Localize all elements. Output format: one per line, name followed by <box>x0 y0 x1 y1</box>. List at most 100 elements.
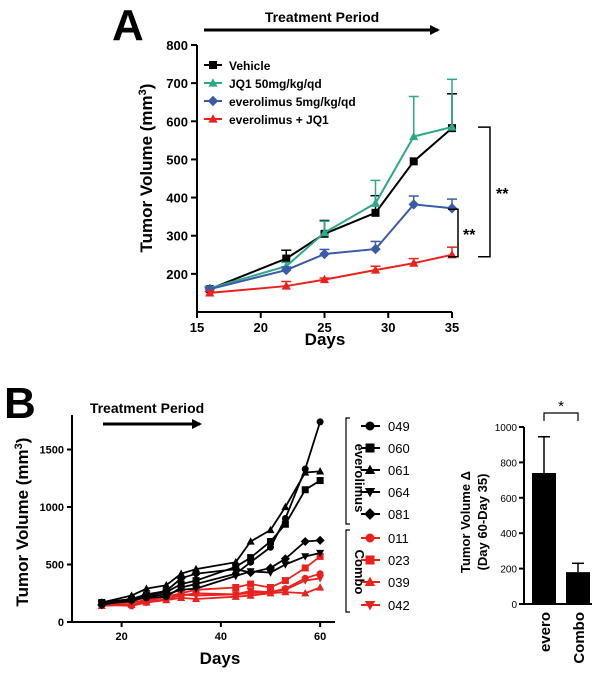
panel-b-y-tick-label: 1000 <box>40 502 64 514</box>
panel-a-x-tick-label: 20 <box>254 320 268 335</box>
panel-b-point <box>142 584 151 592</box>
bar-chart-axes: 0 200 400 600 800 1000 <box>495 423 592 611</box>
bar-evero <box>532 473 556 604</box>
panel-b-point <box>246 587 255 596</box>
panel-a-y-tick-label: 800 <box>166 38 188 53</box>
panel-a-series-line <box>209 127 453 291</box>
panel-a-treatment-arrow: Treatment Period <box>204 9 440 35</box>
bar-combo <box>566 572 590 604</box>
panel-b-bar-chart: 0 200 400 600 800 1000 evero Combo * Tumor Vol… <box>458 398 592 664</box>
panel-b-point <box>265 563 276 573</box>
panel-b-legend-marker <box>365 443 375 453</box>
panel-a-x-tick-label: 25 <box>317 320 331 335</box>
panel-a-point <box>281 281 291 290</box>
panel-b-legend-label: 039 <box>388 575 410 590</box>
panel-b-y-axis-label-sup: 3 <box>13 443 25 449</box>
panel-b-legend-label: 049 <box>388 419 410 434</box>
panel-a-point <box>370 265 381 274</box>
panel-b-point <box>177 569 186 577</box>
panel-a-point <box>319 274 330 284</box>
panel-b-point <box>281 520 289 528</box>
panel-b-point <box>126 594 137 604</box>
bar-chart-y-label-delta: Δ <box>458 471 473 480</box>
panel-b-point <box>280 554 290 564</box>
panel-a-legend-label: everolimus + JQ1 <box>229 113 329 127</box>
panel-b-point <box>266 569 275 577</box>
panel-a-y-tick-label: 400 <box>166 191 188 206</box>
panel-b-point <box>177 580 185 588</box>
panel-b-point <box>246 568 256 578</box>
panel-b-point <box>266 538 274 545</box>
panel-b-x-tick-label: 60 <box>314 631 326 643</box>
panel-b-legend-marker <box>365 555 375 565</box>
bar-chart-y-label-text: Tumor Volume <box>458 480 473 573</box>
panel-b-point <box>281 561 290 569</box>
panel-a-legend-marker <box>207 95 219 107</box>
panel-a-series-line <box>209 253 453 294</box>
panel-b-point <box>301 553 310 561</box>
panel-a-x-tick-label: 30 <box>381 320 395 335</box>
panel-b-y-axis-label: Tumor Volume (mm3) <box>13 438 32 607</box>
panel-b-point <box>315 535 325 545</box>
panel-b-point <box>316 418 324 426</box>
bar-chart-y-tick-label: 1000 <box>495 423 518 434</box>
panel-a-legend: Vehicle JQ1 50mg/kg/qd everolimus 5mg/kg/q… <box>204 59 356 127</box>
panel-a-y-axis-label-main: Tumor Volume (mm <box>137 95 156 252</box>
panel-a-chart: Treatment Period 200 300 400 500 600 700 800 15… <box>137 9 509 349</box>
panel-b-point <box>266 584 274 591</box>
panel-a-point <box>319 248 330 260</box>
panel-b-legend-marker <box>365 533 375 543</box>
bar-category-label: Combo <box>571 612 588 664</box>
panel-b-letter: B <box>4 379 36 428</box>
panel-a-point <box>371 208 380 217</box>
panel-b-point <box>192 592 201 600</box>
panel-b-point <box>162 581 171 589</box>
panel-a-x-axis-label: Days <box>305 330 346 349</box>
panel-b-point <box>281 586 290 594</box>
panel-b-point <box>141 589 151 599</box>
panel-b-point <box>301 468 310 476</box>
bar-chart-y-tick-label: 800 <box>500 458 517 469</box>
panel-a-legend-label: everolimus 5mg/kg/qd <box>229 95 356 109</box>
bar-chart-significance: * <box>543 398 579 421</box>
panel-b-point <box>281 577 289 585</box>
panel-b-point <box>316 549 325 558</box>
panel-b-point <box>266 588 275 597</box>
panel-a-legend-marker <box>209 61 217 69</box>
panel-a-series-line <box>209 203 453 291</box>
panel-b-point <box>231 558 240 566</box>
bar-category-label: evero <box>537 612 554 652</box>
panel-b-point <box>281 502 290 511</box>
panel-a-arrow-label: Treatment Period <box>265 9 379 25</box>
panel-a-point <box>408 199 419 210</box>
panel-a-y-tick-label: 500 <box>166 152 188 167</box>
panel-b-y-axis-label-main: Tumor Volume (mm <box>13 449 32 606</box>
panel-a-point <box>409 131 419 141</box>
panel-b-legend-label: 081 <box>388 507 410 522</box>
panel-a-series <box>204 78 458 297</box>
panel-b-point <box>176 573 186 583</box>
panel-b-legend-label: 042 <box>388 598 410 613</box>
panel-b-point <box>301 589 310 597</box>
panel-a-bracket-outer <box>478 126 491 258</box>
panel-a-point <box>319 227 330 237</box>
panel-b-legend-marker <box>364 600 376 611</box>
panel-a-point <box>282 254 291 263</box>
panel-b-treatment-arrow: Treatment Period <box>90 400 204 429</box>
panel-a-sig-inner: ** <box>463 227 476 244</box>
panel-b-point <box>301 486 309 494</box>
panel-b-point <box>231 572 240 581</box>
panel-a-series-3 <box>204 246 457 297</box>
panel-b-group-bracket <box>345 529 350 613</box>
panel-b-series-line <box>101 577 321 606</box>
panel-b-series-061 <box>97 467 325 606</box>
panel-a-sig-outer: ** <box>496 186 509 203</box>
panel-a-y-tick-label: 700 <box>166 76 188 91</box>
panel-b-point <box>161 586 171 596</box>
panel-a-significance: ** ** <box>448 126 509 258</box>
panel-a-letter: A <box>112 1 144 50</box>
panel-a-point <box>409 157 418 166</box>
